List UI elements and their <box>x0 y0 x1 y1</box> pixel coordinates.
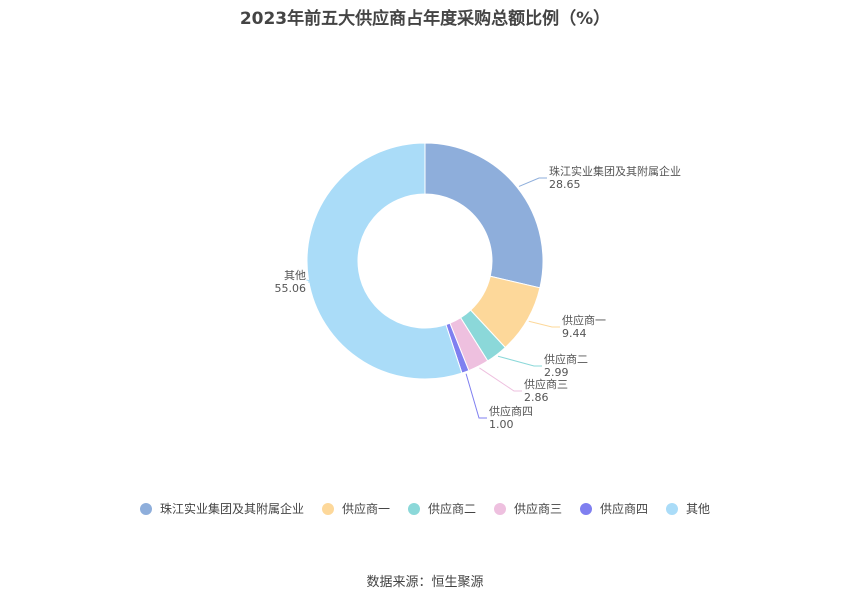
legend-item-4[interactable]: 供应商三 <box>494 500 562 517</box>
legend-label: 供应商四 <box>600 502 649 516</box>
leader-line-6 <box>306 279 317 283</box>
leader-line-3 <box>497 355 542 367</box>
legend: 珠江实业集团及其附属企业 供应商一 供应商二 供应商三 供应商四 其他 <box>0 500 850 517</box>
leader-line-1 <box>518 177 547 187</box>
legend-label: 其他 <box>686 502 711 516</box>
legend-label: 供应商一 <box>341 502 390 516</box>
legend-dot-icon <box>494 502 506 515</box>
slice-name-label-5: 供应商四 <box>489 404 533 418</box>
slice-value-label-5: 1.00 <box>489 418 514 431</box>
data-source: 数据来源：恒生聚源 <box>366 575 484 590</box>
slice-name-label-1: 珠江实业集团及其附属企业 <box>549 164 681 178</box>
legend-item-2[interactable]: 供应商一 <box>321 500 390 517</box>
slice-value-label-2: 9.44 <box>562 327 587 340</box>
legend-dot-icon <box>666 502 679 515</box>
legend-label: 供应商三 <box>514 502 563 516</box>
slice-name-label-3: 供应商二 <box>544 352 588 366</box>
leader-line-4 <box>479 367 522 392</box>
chart-title: 2023年前五大供应商占年度采购总额比例（%） <box>239 9 611 29</box>
slice-value-label-3: 2.99 <box>544 366 569 379</box>
legend-item-6[interactable]: 其他 <box>666 500 710 517</box>
legend-item-1[interactable]: 珠江实业集团及其附属企业 <box>139 500 304 517</box>
legend-dot-icon <box>321 502 334 515</box>
legend-dot-icon <box>139 502 152 515</box>
slice-value-label-4: 2.86 <box>524 391 549 404</box>
leader-line-2 <box>528 320 560 328</box>
legend-dot-icon <box>407 502 420 515</box>
legend-item-3[interactable]: 供应商二 <box>407 500 476 517</box>
slice-1 <box>424 142 544 289</box>
legend-label: 供应商二 <box>427 502 476 516</box>
slice-name-label-4: 供应商三 <box>524 377 568 391</box>
slice-value-label-1: 28.65 <box>549 178 581 191</box>
slice-value-label-6: 55.06 <box>275 282 307 295</box>
leader-line-5 <box>465 373 487 419</box>
slice-name-label-6: 其他 <box>284 269 306 282</box>
legend-label: 珠江实业集团及其附属企业 <box>159 502 304 516</box>
slice-name-label-2: 供应商一 <box>562 313 606 327</box>
slice-6 <box>306 142 463 380</box>
legend-item-5[interactable]: 供应商四 <box>580 500 648 517</box>
legend-dot-icon <box>580 502 593 515</box>
